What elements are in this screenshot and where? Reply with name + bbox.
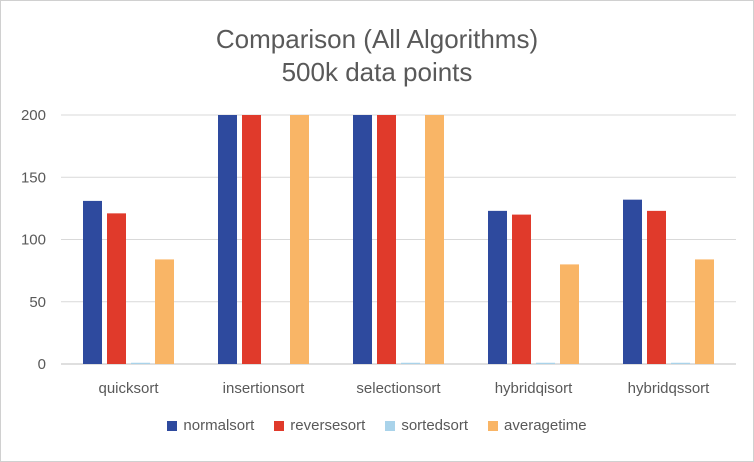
x-tick-label: selectionsort — [356, 380, 441, 397]
legend-swatch — [488, 420, 499, 431]
legend-label: averagetime — [504, 417, 587, 434]
x-tick-label: hybridqisort — [495, 380, 573, 397]
x-tick-label: insertionsort — [223, 380, 306, 397]
chart-legend: normalsort reversesort sortedsort averageti… — [1, 417, 753, 434]
x-tick-label: hybridqssort — [628, 380, 711, 397]
bar-sortedsort-hybridqisort — [536, 362, 555, 364]
bar-reversesort-hybridqssort — [647, 210, 666, 364]
chart-subtitle: 500k data points — [281, 57, 473, 87]
bar-averagetime-hybridqisort — [560, 264, 579, 364]
y-tick-label: 200 — [21, 107, 46, 124]
legend-item-normalsort: normalsort — [167, 417, 254, 434]
bar-averagetime-insertionsort — [290, 115, 309, 364]
legend-swatch — [167, 420, 178, 431]
chart-title: Comparison (All Algorithms) — [215, 24, 539, 54]
y-tick-label: 100 — [21, 232, 46, 249]
bar-sortedsort-selectionsort — [401, 362, 420, 364]
legend-swatch — [274, 420, 285, 431]
legend-swatch — [385, 420, 396, 431]
bar-reversesort-hybridqisort — [512, 214, 531, 364]
chart-title-block: Comparison (All Algorithms) 500k data po… — [1, 23, 753, 89]
y-tick-label: 50 — [29, 294, 46, 311]
bar-normalsort-hybridqisort — [488, 210, 507, 364]
y-tick-label: 150 — [21, 169, 46, 186]
bar-averagetime-hybridqssort — [695, 259, 714, 364]
bar-normalsort-selectionsort — [353, 115, 372, 364]
legend-label: reversesort — [290, 417, 366, 434]
y-tick-label: 0 — [38, 356, 46, 373]
bar-reversesort-selectionsort — [377, 115, 396, 364]
bar-sortedsort-hybridqssort — [671, 362, 690, 364]
bar-normalsort-hybridqssort — [623, 199, 642, 364]
x-tick-label: quicksort — [98, 380, 159, 397]
bar-reversesort-quicksort — [107, 213, 126, 364]
legend-label: sortedsort — [401, 417, 469, 434]
bar-normalsort-insertionsort — [218, 115, 237, 364]
bar-averagetime-quicksort — [155, 259, 174, 364]
bar-normalsort-quicksort — [83, 200, 102, 364]
legend-item-reversesort: reversesort — [274, 417, 365, 434]
bar-averagetime-selectionsort — [425, 115, 444, 364]
legend-item-sortedsort: sortedsort — [385, 417, 468, 434]
legend-label: normalsort — [183, 417, 255, 434]
legend-item-averagetime: averagetime — [488, 417, 587, 434]
bar-sortedsort-quicksort — [131, 362, 150, 364]
bar-reversesort-insertionsort — [242, 115, 261, 364]
